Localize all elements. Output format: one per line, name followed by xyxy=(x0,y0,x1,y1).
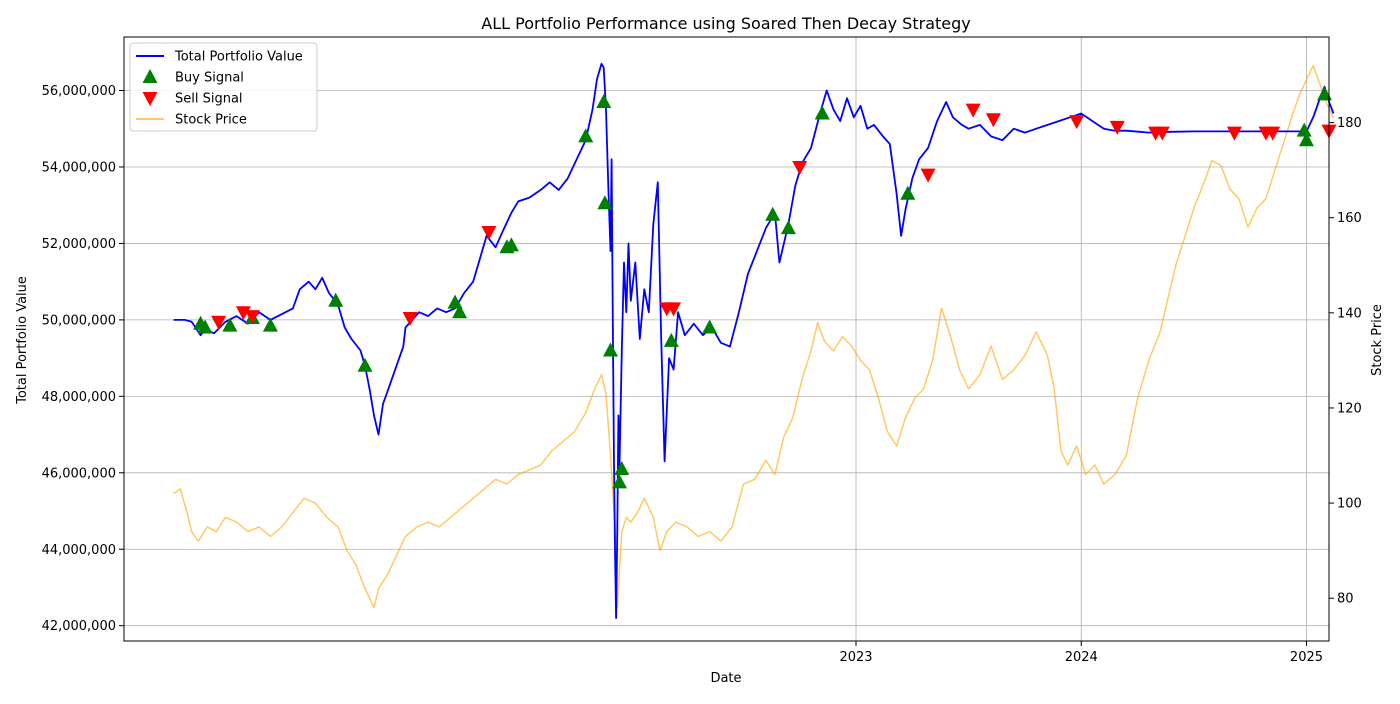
sell-signal-marker xyxy=(965,103,981,118)
buy-signal-marker xyxy=(578,128,594,143)
portfolio-value-line xyxy=(173,62,1335,619)
legend: Total Portfolio Value Buy Signal Sell Sign… xyxy=(129,42,318,132)
y-left-tick-label: 46,000,000 xyxy=(42,466,116,481)
buy-signal-marker xyxy=(603,342,619,357)
x-tick-label: 2025 xyxy=(1290,650,1323,665)
legend-label: Total Portfolio Value xyxy=(174,50,303,65)
buy-signal-marker xyxy=(452,304,468,319)
sell-signal-marker xyxy=(1154,126,1170,141)
y-left-tick-label: 44,000,000 xyxy=(42,543,116,558)
stock-price-line xyxy=(173,64,1335,609)
y-right-tick-label: 160 xyxy=(1337,211,1362,226)
y-axis-right: 80 100 120 140 160 180 xyxy=(1329,116,1362,607)
y-left-tick-label: 50,000,000 xyxy=(42,313,116,328)
buy-signal-marker xyxy=(262,317,278,332)
y-left-tick-label: 52,000,000 xyxy=(42,237,116,252)
y-right-tick-label: 100 xyxy=(1337,497,1362,512)
buy-signal-marker xyxy=(702,319,718,334)
y-right-tick-label: 180 xyxy=(1337,116,1362,131)
sell-signal-marker xyxy=(920,168,936,183)
legend-label: Sell Signal xyxy=(175,92,243,107)
x-tick-label: 2024 xyxy=(1065,650,1098,665)
y-right-tick-label: 80 xyxy=(1337,592,1354,607)
buy-signal-marker xyxy=(780,220,796,235)
y-left-tick-label: 54,000,000 xyxy=(42,160,116,175)
sell-signal-marker xyxy=(1265,126,1281,141)
buy-signal-marker xyxy=(447,294,463,309)
buy-signal-marker xyxy=(614,460,630,475)
sell-signal-marker xyxy=(481,225,497,240)
y-axis-left: 42,000,000 44,000,000 46,000,000 48,000,000… xyxy=(42,84,124,634)
sell-signal-marker xyxy=(402,311,418,326)
buy-signal-marker xyxy=(814,105,830,120)
sell-signal-marker xyxy=(244,310,260,325)
sell-signal-marker xyxy=(211,315,227,330)
y-left-tick-label: 48,000,000 xyxy=(42,390,116,405)
buy-signal-marker xyxy=(357,357,373,372)
buy-signal-marker xyxy=(222,317,238,332)
sell-signal-marker xyxy=(666,302,682,317)
legend-label: Stock Price xyxy=(175,113,247,128)
y-axis-right-label: Stock Price xyxy=(1370,304,1385,376)
x-tick-label: 2023 xyxy=(839,650,872,665)
buy-signal-marker xyxy=(612,474,628,489)
y-axis-left-label: Total Portfolio Value xyxy=(15,276,30,405)
buy-signal-marker xyxy=(597,195,613,210)
y-left-tick-label: 42,000,000 xyxy=(42,619,116,634)
x-axis: 2023 2024 2025 xyxy=(839,641,1323,665)
buy-signal-marker xyxy=(1296,122,1312,137)
buy-signal-marker xyxy=(1298,132,1314,147)
buy-signal-marker xyxy=(663,332,679,347)
legend-sell-swatch xyxy=(142,92,158,106)
sell-signal-marker xyxy=(1226,126,1242,141)
legend-buy-swatch xyxy=(142,69,158,83)
sell-signal-marker xyxy=(985,113,1001,128)
y-left-tick-label: 56,000,000 xyxy=(42,84,116,99)
buy-signal-marker xyxy=(1316,86,1332,101)
legend-label: Buy Signal xyxy=(175,71,244,86)
series-layer xyxy=(173,62,1335,619)
sell-signal-marker xyxy=(235,306,251,321)
buy-signal-marker xyxy=(197,319,213,334)
x-axis-label: Date xyxy=(710,671,741,686)
plot-frame xyxy=(123,36,1330,642)
buy-signal-marker xyxy=(328,292,344,307)
sell-signal-marker xyxy=(792,160,808,175)
sell-signal-marker xyxy=(1109,120,1125,135)
legend-box xyxy=(129,42,318,132)
sell-signal-marker xyxy=(1069,115,1085,130)
signal-markers xyxy=(193,86,1337,489)
chart-title: ALL Portfolio Performance using Soared T… xyxy=(481,14,970,33)
buy-signal-marker xyxy=(596,93,612,108)
buy-signal-marker xyxy=(765,206,781,221)
y-right-tick-label: 140 xyxy=(1337,306,1362,321)
buy-signal-marker xyxy=(503,237,519,252)
y-right-tick-label: 120 xyxy=(1337,401,1362,416)
buy-signal-marker xyxy=(900,185,916,200)
